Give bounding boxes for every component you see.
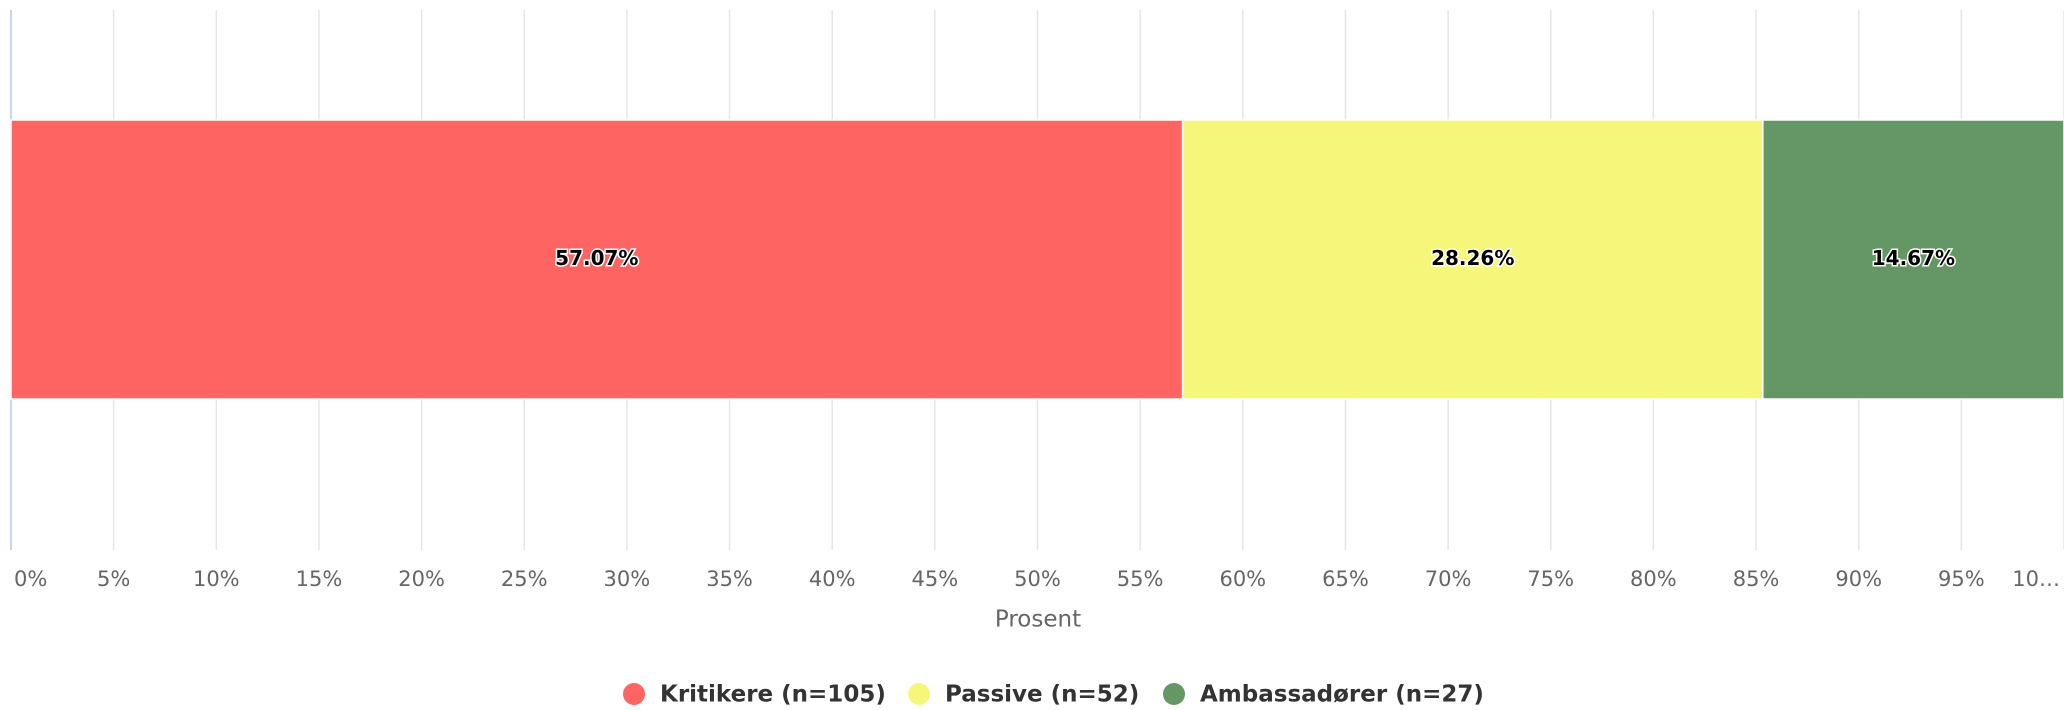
legend-label: Ambassadører (n=27) — [1200, 682, 1484, 708]
x-tick-label: 25% — [501, 567, 548, 591]
x-tick-label: 10% — [193, 567, 240, 591]
legend-label: Kritikere (n=105) — [660, 682, 886, 708]
bar-segment — [1181, 119, 1764, 400]
x-tick-label: 80% — [1630, 567, 1677, 591]
x-tick-label: 50% — [1014, 567, 1061, 591]
x-axis-title: Prosent — [995, 607, 1081, 633]
x-tick-label: 35% — [706, 567, 753, 591]
x-tick-label: 65% — [1322, 567, 1369, 591]
x-tick-label: 55% — [1117, 567, 1164, 591]
x-tick-label: 60% — [1219, 567, 1266, 591]
data-label: 14.67% — [1872, 246, 1955, 270]
x-tick-label: 85% — [1733, 567, 1780, 591]
x-tick-label: 20% — [398, 567, 445, 591]
x-tick-label: 70% — [1425, 567, 1472, 591]
x-tick-label: 5% — [97, 567, 130, 591]
legend-marker — [1163, 683, 1185, 705]
legend-label: Passive (n=52) — [945, 682, 1139, 708]
x-tick-label: 30% — [604, 567, 651, 591]
x-tick-label: 45% — [912, 567, 959, 591]
x-tick-label: 40% — [809, 567, 856, 591]
x-tick-label: 90% — [1835, 567, 1882, 591]
x-tick-label: 10… — [2012, 567, 2060, 591]
legend-marker — [908, 683, 930, 705]
bar-segment — [1762, 119, 2064, 400]
bar-segment — [10, 119, 1184, 400]
legend-marker — [623, 683, 645, 705]
data-label: 57.07% — [555, 246, 638, 270]
x-tick-label: 0% — [14, 567, 47, 591]
data-label: 28.26% — [1431, 246, 1514, 270]
x-tick-label: 75% — [1527, 567, 1574, 591]
x-tick-label: 15% — [296, 567, 343, 591]
x-tick-label: 95% — [1938, 567, 1985, 591]
